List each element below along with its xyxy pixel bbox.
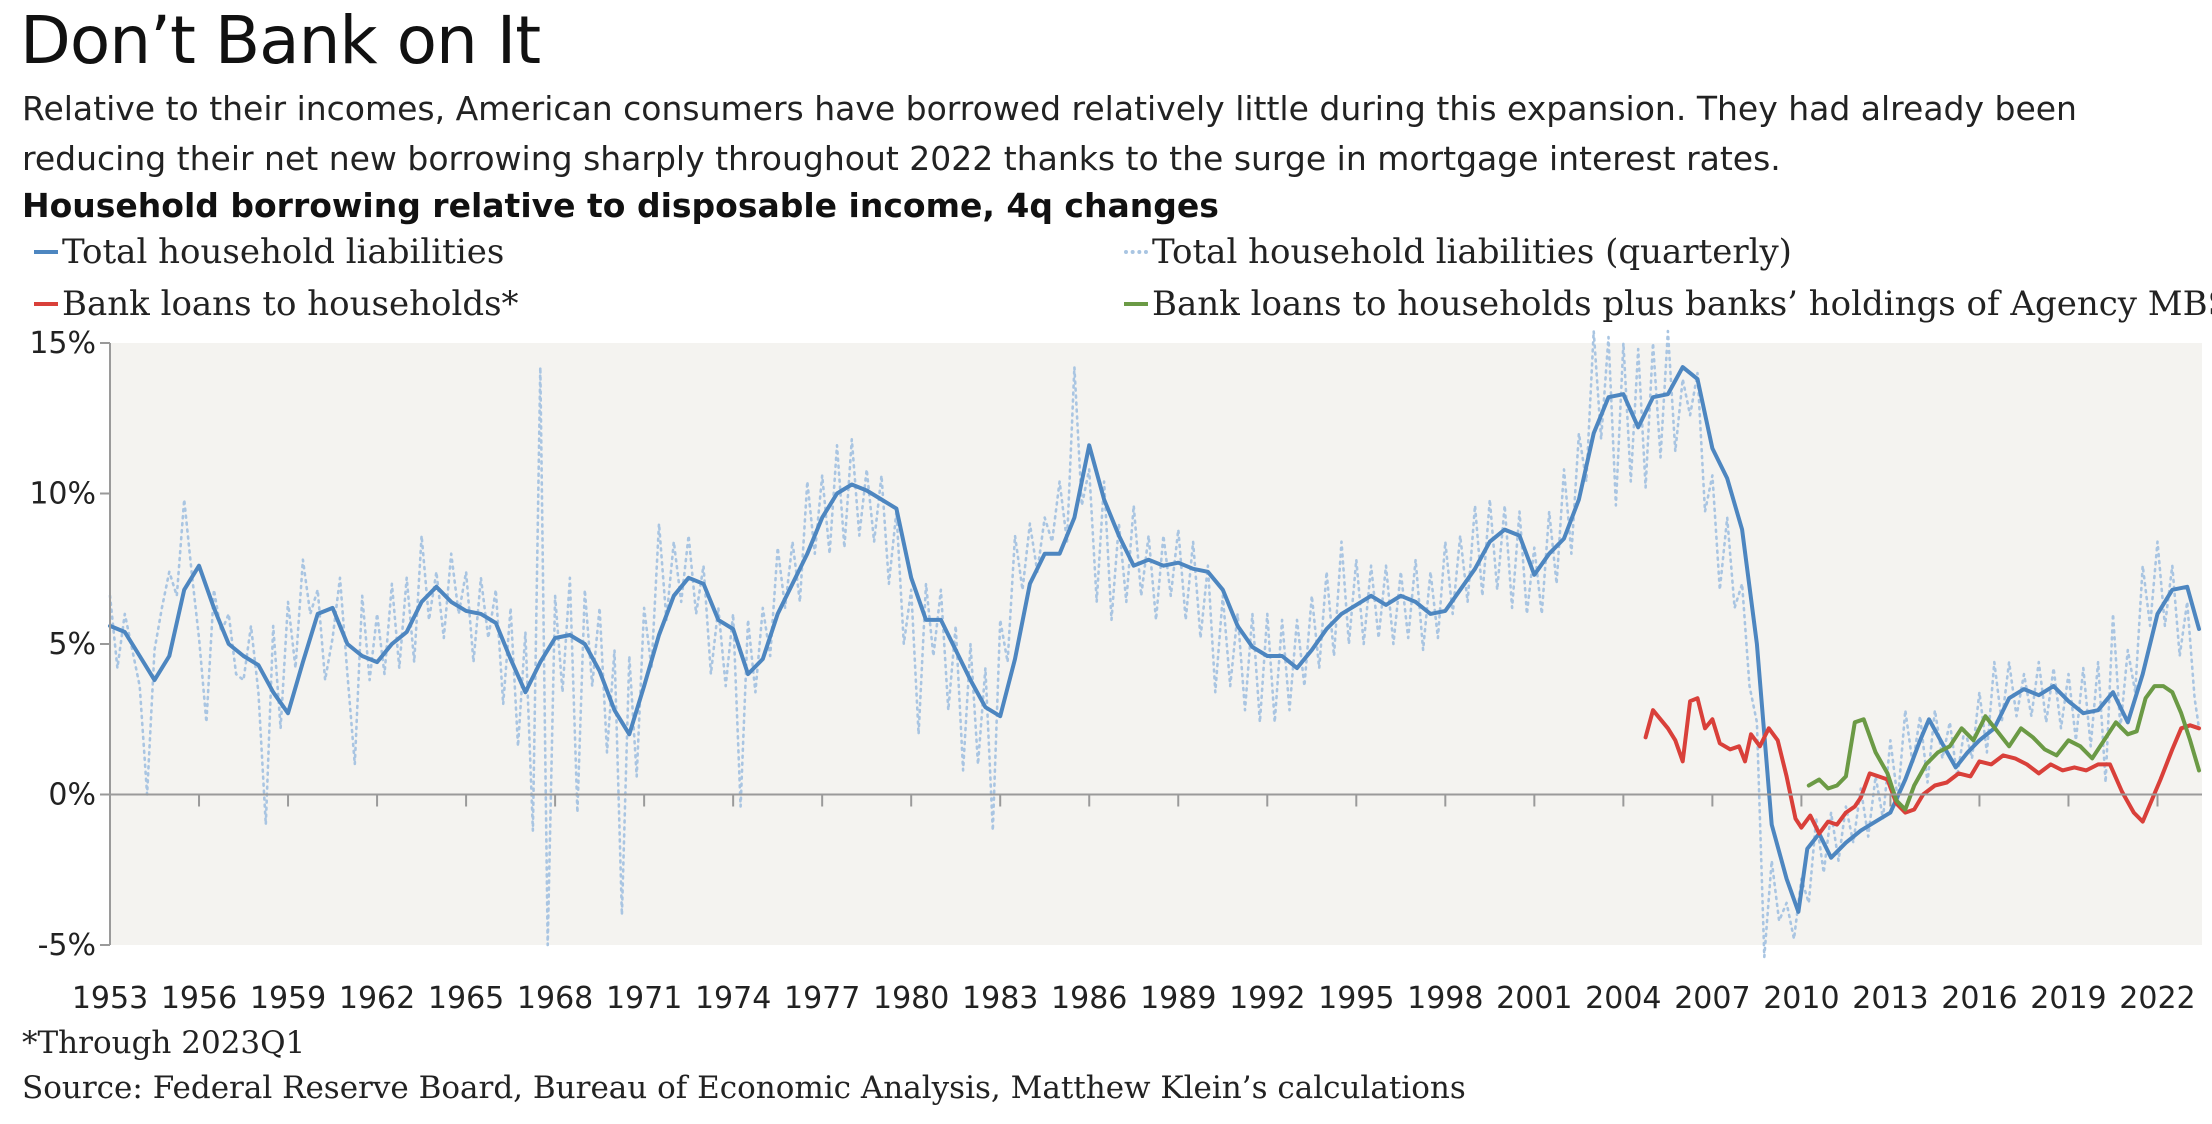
x-tick-label: 1977: [784, 981, 860, 1016]
y-tick-label: 5%: [48, 627, 96, 662]
legend-swatch-total: [34, 250, 58, 254]
x-tick-label: 1980: [873, 981, 949, 1016]
x-tick-label: 1953: [72, 981, 148, 1016]
series-line-total: [108, 365, 2201, 914]
x-tick-label: 1995: [1318, 981, 1394, 1016]
axes: 1953 1956 1959 1962 1965 1968 1971 1974 1977 1980…: [29, 326, 2202, 1016]
x-tick-label: 2013: [1852, 981, 1928, 1016]
x-tick-label: 1968: [517, 981, 593, 1016]
series-line-quarterly: [108, 329, 2201, 959]
legend-item-bank-mbs: Bank loans to households plus banks’ hol…: [1124, 282, 2212, 326]
legend-swatch-quarterly: [1124, 250, 1148, 254]
chart-title: Household borrowing relative to disposab…: [22, 186, 1219, 225]
legend-swatch-bank: [34, 302, 58, 306]
subtitle: Relative to their incomes, American cons…: [22, 89, 2077, 178]
x-tick-label: 1959: [250, 981, 326, 1016]
x-tick-label: 2022: [2119, 981, 2195, 1016]
legend-swatch-bank-mbs: [1124, 302, 1148, 306]
y-tick-label: 0%: [48, 778, 96, 813]
x-tick-label: 2016: [1941, 981, 2017, 1016]
legend-item-total: Total household liabilities: [34, 230, 504, 274]
x-tick-label: 1965: [428, 981, 504, 1016]
y-tick-label: 10%: [29, 477, 96, 512]
y-tick-label: 15%: [29, 326, 96, 361]
x-tick-label: 1971: [606, 981, 682, 1016]
x-tick-label: 1992: [1229, 981, 1305, 1016]
plot-content: [108, 329, 2201, 959]
x-tick-label: 1962: [339, 981, 415, 1016]
series-line-bank-mbs: [1806, 684, 2201, 812]
x-tick-label: 1983: [962, 981, 1038, 1016]
x-tick-label: 1956: [161, 981, 237, 1016]
legend-label-bank-mbs: Bank loans to households plus banks’ hol…: [1152, 284, 2212, 324]
legend-label-bank: Bank loans to households*: [62, 284, 519, 324]
x-tick-label: 1989: [1140, 981, 1216, 1016]
x-tick-label: 2010: [1763, 981, 1839, 1016]
x-tick-label: 1998: [1407, 981, 1483, 1016]
legend-item-bank: Bank loans to households*: [34, 282, 519, 326]
legend-item-quarterly: Total household liabilities (quarterly): [1124, 230, 1792, 274]
x-tick-label: 2007: [1674, 981, 1750, 1016]
legend-label-quarterly: Total household liabilities (quarterly): [1152, 232, 1792, 272]
source-note: Source: Federal Reserve Board, Bureau of…: [22, 1070, 1466, 1106]
x-tick-label: 2001: [1496, 981, 1572, 1016]
page-title: Don’t Bank on It: [20, 2, 541, 79]
plot-background: [110, 343, 2202, 945]
x-tick-label: 1986: [1051, 981, 1127, 1016]
x-tick-label: 2019: [2030, 981, 2106, 1016]
y-tick-label: -5%: [38, 928, 96, 963]
x-tick-label: 1974: [695, 981, 771, 1016]
footnote: *Through 2023Q1: [22, 1025, 306, 1061]
x-tick-label: 2004: [1585, 981, 1661, 1016]
legend-label-total: Total household liabilities: [62, 232, 505, 272]
